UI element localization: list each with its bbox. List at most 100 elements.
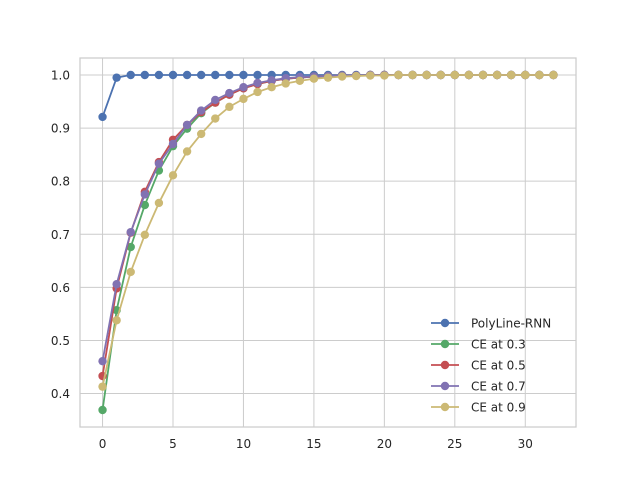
data-point: [112, 316, 121, 325]
y-tick-label: 0.5: [51, 334, 70, 348]
data-point: [549, 70, 558, 80]
legend-label: CE at 0.9: [471, 401, 526, 415]
data-point: [239, 70, 248, 80]
x-tick-label: 10: [236, 437, 251, 451]
data-point: [126, 227, 135, 237]
data-point: [211, 114, 220, 123]
grid: [80, 58, 576, 427]
axes-frame: [79, 57, 577, 428]
y-tick-label: 0.6: [51, 281, 70, 295]
data-point: [253, 70, 262, 80]
legend-marker: [440, 402, 450, 412]
x-tick-label: 0: [99, 437, 107, 451]
data-point: [267, 83, 276, 92]
plot-area: [79, 57, 577, 428]
data-point: [267, 76, 276, 85]
legend-item: CE at 0.5: [431, 359, 526, 373]
data-point: [182, 147, 192, 156]
data-point: [126, 242, 135, 252]
data-point: [408, 70, 417, 80]
data-point: [211, 95, 220, 105]
data-point: [154, 159, 164, 168]
data-point: [253, 87, 262, 97]
data-point: [182, 70, 192, 80]
y-tick-label: 0.7: [51, 228, 70, 242]
x-tick-label: 30: [518, 437, 533, 451]
data-point: [225, 102, 234, 112]
legend-label: CE at 0.5: [471, 359, 526, 373]
legend-item: CE at 0.7: [431, 380, 526, 394]
data-point: [98, 356, 107, 366]
data-point: [422, 70, 431, 80]
legend-item: CE at 0.9: [431, 401, 526, 415]
x-tick-label: 25: [447, 437, 462, 451]
axes-background: [80, 58, 576, 427]
data-point: [182, 120, 192, 130]
data-point: [98, 405, 107, 415]
series-5: [98, 70, 558, 391]
legend-label: CE at 0.7: [471, 380, 526, 394]
legend-label: PolyLine-RNN: [471, 317, 551, 331]
legend: PolyLine-RNN CE at 0.3 CE at 0.5 CE at 0.7 C…: [431, 317, 551, 415]
y-tick-label: 0.9: [51, 122, 70, 136]
data-point: [478, 70, 488, 80]
data-point: [521, 70, 530, 80]
data-point: [126, 267, 135, 277]
data-point: [253, 78, 262, 88]
data-point: [239, 83, 248, 92]
data-point: [535, 70, 544, 80]
data-point: [168, 139, 178, 149]
x-tick-label: 15: [306, 437, 321, 451]
legend-marker: [440, 381, 450, 391]
legend-marker: [440, 360, 450, 370]
data-point: [211, 70, 220, 80]
y-tick-label: 0.4: [51, 387, 70, 401]
legend-marker: [440, 339, 450, 349]
data-point: [380, 71, 389, 80]
data-point: [225, 70, 234, 80]
data-point: [140, 200, 150, 210]
data-point: [140, 190, 150, 199]
series-layer: [98, 70, 558, 415]
x-axis-tick-labels: 0 5 10 15 20 25 30: [99, 437, 533, 451]
data-point: [168, 70, 178, 80]
data-point: [140, 70, 150, 80]
data-point: [492, 70, 502, 80]
data-point: [112, 73, 121, 82]
data-point: [126, 70, 135, 80]
legend-item: CE at 0.3: [431, 338, 526, 352]
data-point: [295, 76, 305, 86]
x-tick-label: 20: [377, 437, 392, 451]
data-point: [196, 106, 206, 115]
legend-marker: [440, 318, 450, 328]
x-tick-label: 5: [169, 437, 177, 451]
data-point: [366, 71, 375, 80]
data-point: [394, 70, 403, 80]
data-point: [225, 88, 234, 98]
data-point: [281, 79, 290, 88]
data-point: [140, 230, 150, 240]
data-point: [154, 198, 164, 208]
data-point: [98, 382, 107, 391]
y-tick-label: 0.8: [51, 175, 70, 189]
data-point: [168, 171, 178, 180]
data-point: [506, 70, 516, 80]
data-point: [196, 129, 206, 139]
data-point: [154, 70, 164, 80]
y-tick-label: 1.0: [51, 68, 70, 82]
legend-item: PolyLine-RNN: [431, 317, 551, 331]
data-point: [112, 279, 121, 289]
data-point: [98, 112, 107, 122]
legend-label: CE at 0.3: [471, 338, 526, 352]
y-axis-tick-labels: 0.4 0.5 0.6 0.7 0.8 0.9 1.0: [51, 68, 70, 401]
data-point: [239, 94, 248, 104]
data-point: [309, 74, 319, 83]
data-point: [323, 73, 333, 82]
data-point: [196, 70, 206, 80]
data-point: [450, 70, 460, 80]
data-point: [436, 70, 445, 80]
data-point: [351, 71, 361, 81]
data-point: [464, 70, 474, 80]
data-point: [337, 72, 347, 81]
